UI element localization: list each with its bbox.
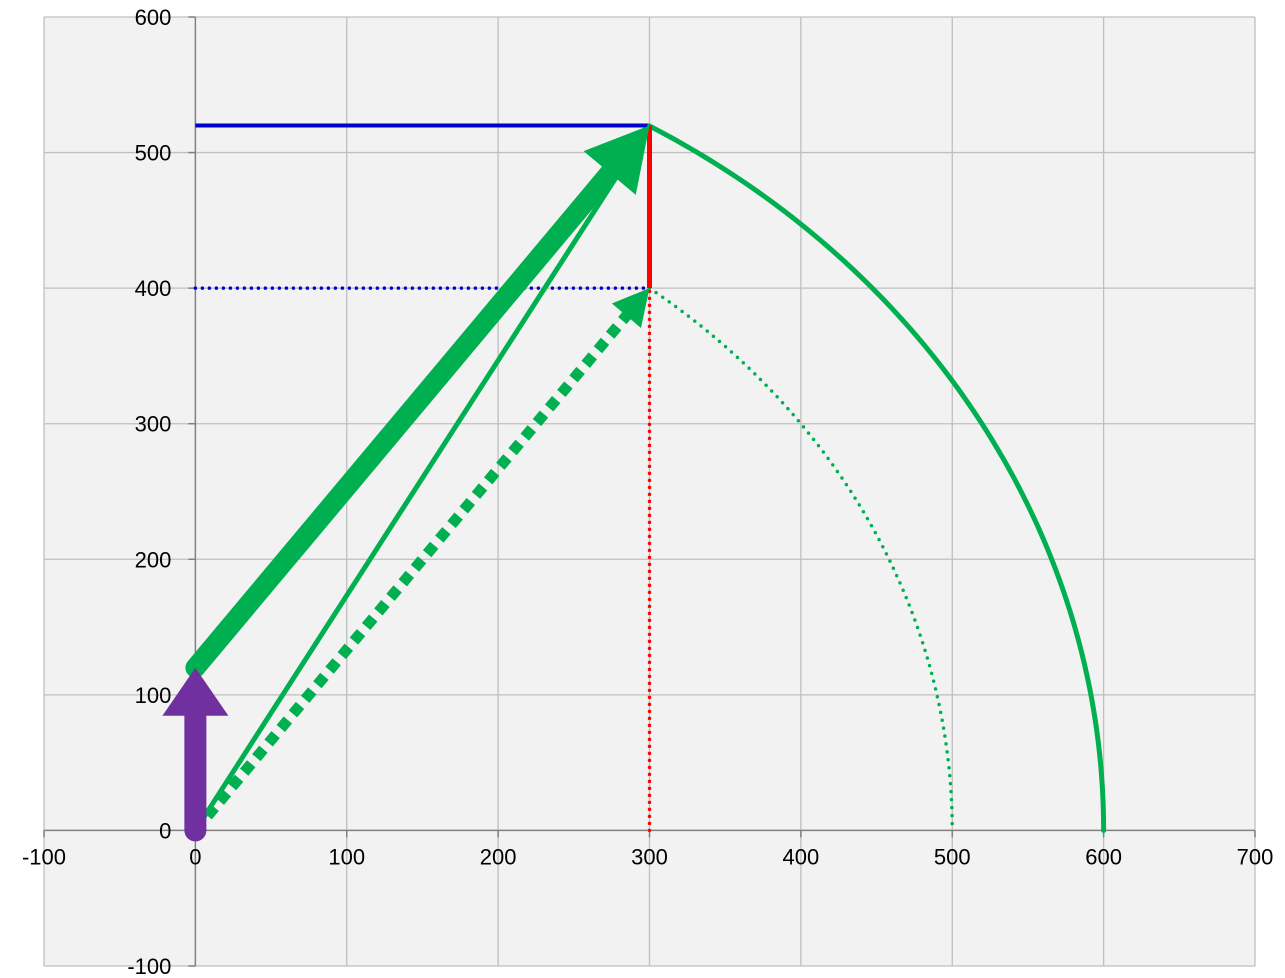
y-tick-label: 200 — [135, 547, 172, 572]
y-tick-label: 0 — [159, 818, 171, 843]
series-green-dashed-arrow-head — [611, 288, 650, 328]
x-tick-label: 700 — [1237, 844, 1274, 869]
y-tick-label: 300 — [135, 412, 172, 437]
x-tick-label: 600 — [1085, 844, 1122, 869]
series-green-thick-arrow-head — [583, 125, 650, 195]
series-green-dashed-arrow — [191, 310, 632, 834]
y-tick-label: 600 — [135, 5, 172, 30]
y-tick-label: -100 — [127, 954, 171, 978]
y-tick-label: 500 — [135, 141, 172, 166]
x-tick-label: 300 — [631, 844, 668, 869]
y-tick-label: 100 — [135, 683, 172, 708]
x-tick-label: 500 — [934, 844, 971, 869]
series-green-solid-arc — [647, 123, 1107, 833]
series-green-thick-arrow — [185, 161, 621, 678]
series-group — [162, 123, 1107, 842]
x-tick-label: 0 — [189, 844, 201, 869]
tick-labels: -100 0 100 200 300 400 500 600 700 -100 0 100 200 300… — [22, 5, 1273, 978]
series-green-thin-arrow — [192, 154, 632, 833]
x-tick-label: 100 — [328, 844, 365, 869]
y-tick-label: 400 — [135, 276, 172, 301]
series-purple-thick-arrow-head — [162, 667, 229, 716]
x-tick-label: 200 — [480, 844, 517, 869]
series-green-dotted-arc — [647, 286, 954, 833]
x-tick-label: 400 — [783, 844, 820, 869]
x-tick-label: -100 — [22, 844, 66, 869]
